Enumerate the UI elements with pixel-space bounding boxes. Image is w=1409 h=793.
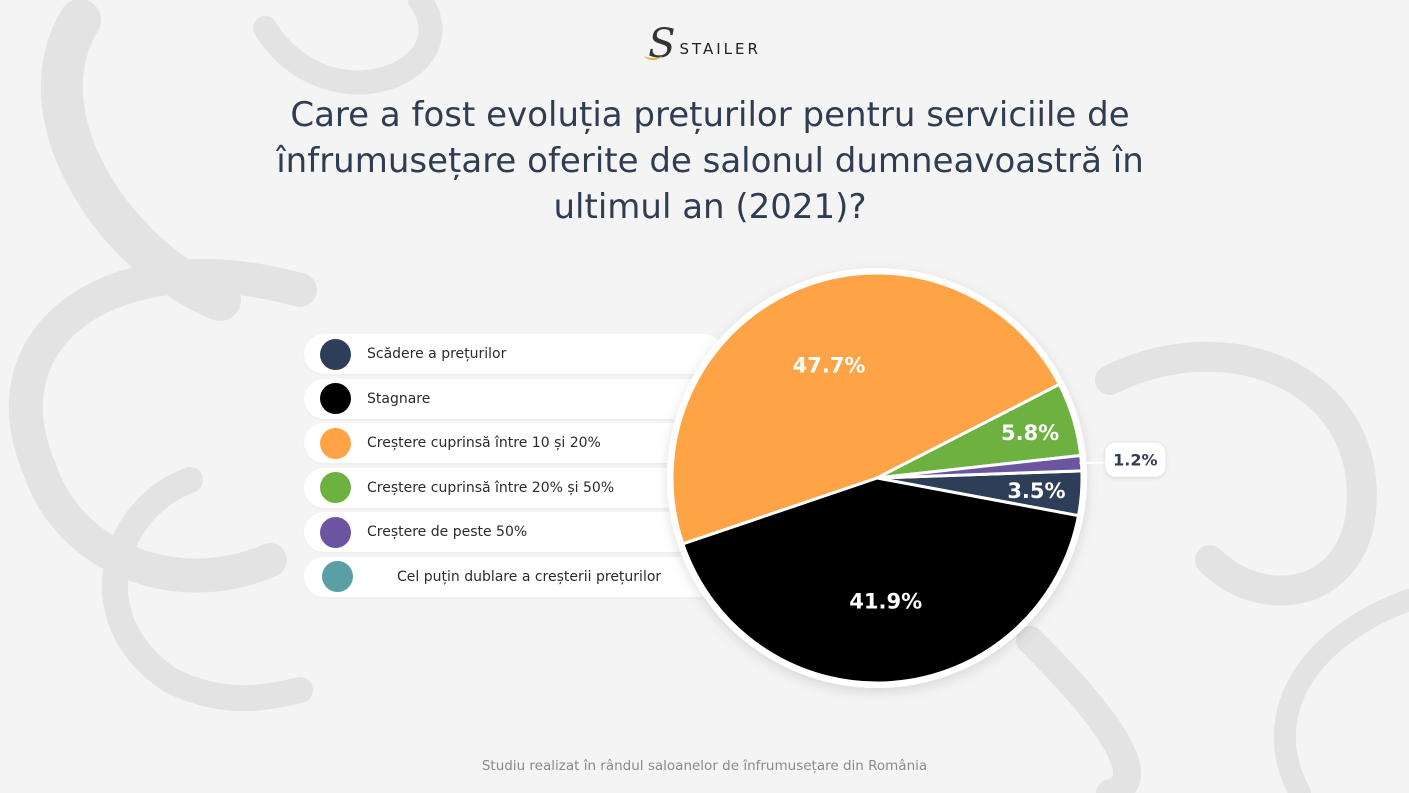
legend-label: Creștere cuprinsă între 10 și 20%: [367, 435, 601, 451]
legend-swatch: [320, 427, 351, 459]
footer-note: Studiu realizat în rândul saloanelor de …: [481, 758, 928, 774]
pie-labels: 3.5% 41.9% 47.7% 5.8% 1.2%: [793, 354, 1166, 614]
slice-value-label: 41.9%: [849, 590, 922, 614]
legend-label: Cel puțin dublare a creșterii prețurilor: [397, 568, 662, 585]
legend-item-dublare: Cel puțin dublare a creșterii prețurilor: [304, 556, 724, 597]
logo-s-icon: S: [644, 21, 676, 67]
slice-value-label: 47.7%: [793, 354, 866, 378]
legend-item-stagnare: Stagnare: [304, 378, 724, 419]
legend-item-crestere-10-20: Creștere cuprinsă între 10 și 20%: [304, 423, 724, 463]
logo-text: STAILER: [679, 40, 761, 58]
pie-slice: [681, 476, 1081, 685]
legend-swatch: [320, 383, 351, 414]
slice-value-label: 1.2%: [1113, 451, 1157, 470]
legend-swatch: [320, 472, 351, 503]
legend-item-scadere: Scădere a prețurilor: [304, 334, 724, 374]
pie-slice: [670, 271, 1061, 546]
pie-slices: [670, 271, 1084, 685]
legend-label: Stagnare: [367, 390, 431, 407]
page-title: Care a fost evoluția prețurilor pentru s…: [276, 95, 1144, 227]
slice-value-label: 3.5%: [1007, 479, 1065, 503]
legend-label: Creștere cuprinsă între 20% și 50%: [367, 479, 615, 496]
legend-label: Scădere a prețurilor: [367, 346, 507, 362]
legend-label: Creștere de peste 50%: [367, 524, 528, 540]
legend-swatch: [320, 338, 351, 370]
chart-legend: Scădere a prețurilor Stagnare Creștere c…: [304, 334, 724, 601]
callout-leader-line: [1079, 461, 1108, 465]
callout-box: [1105, 442, 1166, 477]
slice-value-label: 5.8%: [1001, 421, 1059, 445]
legend-item-crestere-peste-50: Creștere de peste 50%: [304, 512, 724, 552]
legend-swatch: [320, 516, 351, 548]
legend-item-crestere-20-50: Creștere cuprinsă între 20% și 50%: [304, 467, 724, 508]
legend-swatch: [322, 561, 353, 592]
brand-logo: S STAILER: [0, 24, 1409, 64]
